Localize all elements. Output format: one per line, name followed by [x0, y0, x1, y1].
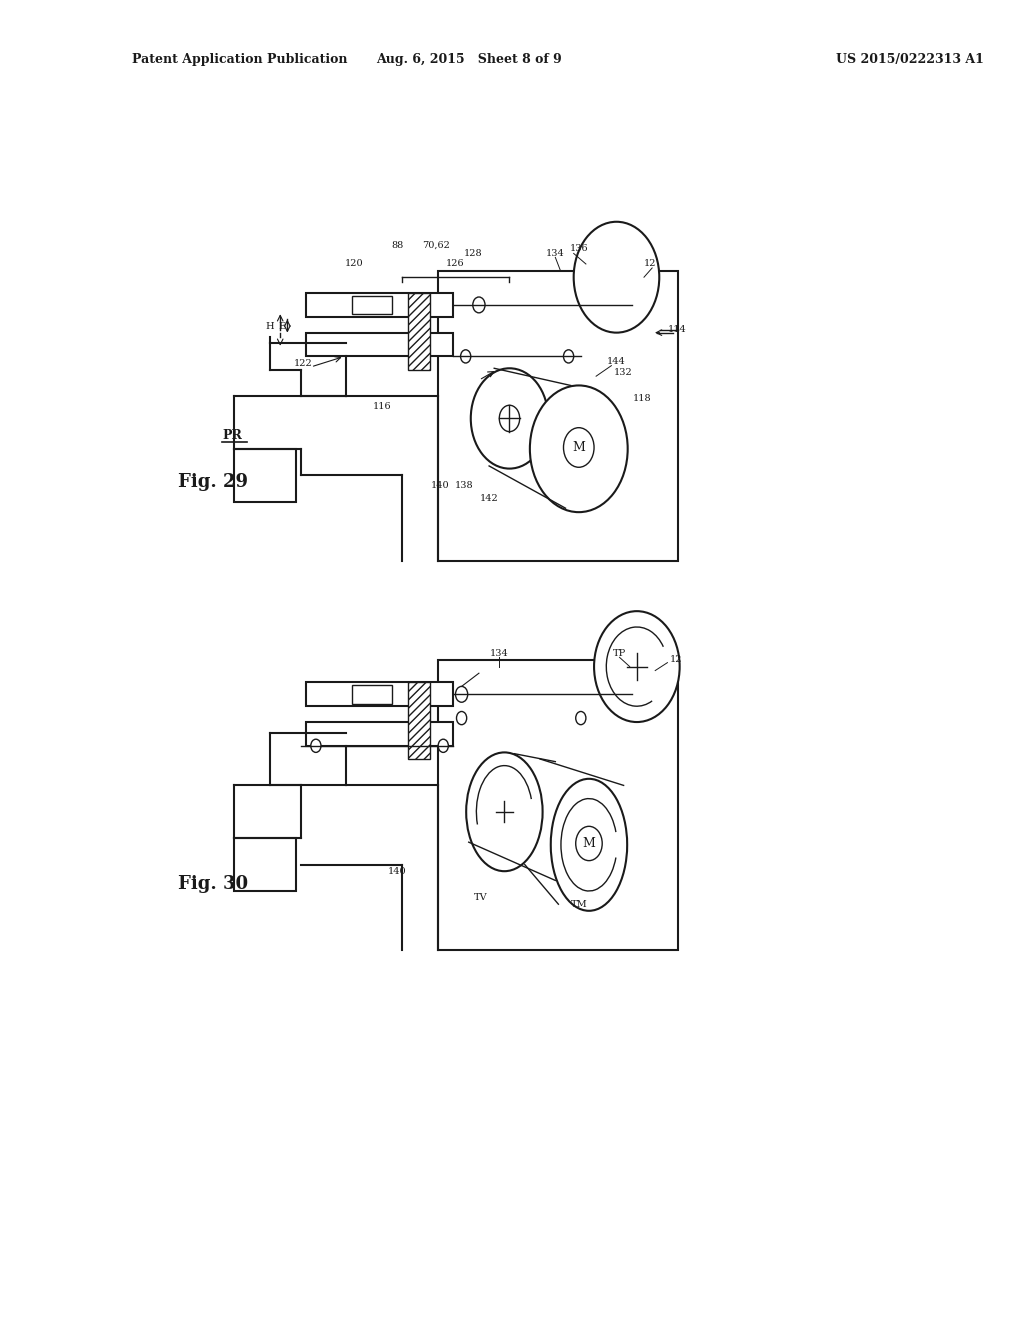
Circle shape	[611, 686, 624, 702]
Text: PR: PR	[222, 429, 242, 442]
Text: 140: 140	[431, 482, 450, 490]
Bar	[351, 685, 392, 704]
Bar	[234, 449, 296, 502]
Circle shape	[461, 350, 471, 363]
Circle shape	[563, 428, 594, 467]
Bar	[306, 722, 454, 746]
Circle shape	[529, 385, 628, 512]
Text: 140: 140	[388, 867, 407, 875]
Bar	[234, 838, 296, 891]
Circle shape	[575, 711, 586, 725]
Text: US 2015/0222313 A1: US 2015/0222313 A1	[836, 53, 983, 66]
Text: Aug. 6, 2015   Sheet 8 of 9: Aug. 6, 2015 Sheet 8 of 9	[376, 53, 561, 66]
Text: Patent Application Publication: Patent Application Publication	[132, 53, 348, 66]
Circle shape	[575, 826, 602, 861]
Text: TV: TV	[474, 894, 487, 902]
Text: 136: 136	[569, 244, 588, 252]
Text: 126: 126	[446, 260, 465, 268]
Circle shape	[500, 405, 519, 432]
Circle shape	[471, 368, 548, 469]
Text: 114: 114	[669, 326, 687, 334]
Bar	[306, 682, 454, 706]
Text: 142: 142	[479, 495, 499, 503]
Text: TM: TM	[570, 900, 587, 908]
Text: 70,62: 70,62	[422, 242, 451, 249]
Text: H: H	[265, 322, 274, 330]
Bar	[306, 293, 454, 317]
Text: 144: 144	[607, 358, 626, 366]
Text: 88: 88	[391, 242, 403, 249]
Text: 128: 128	[464, 249, 482, 257]
Circle shape	[594, 611, 680, 722]
Text: 138: 138	[455, 482, 473, 490]
Text: 134: 134	[546, 249, 564, 257]
Text: M: M	[583, 837, 595, 850]
Bar	[306, 333, 454, 356]
Text: 118: 118	[633, 395, 651, 403]
Text: 12: 12	[644, 260, 656, 268]
Circle shape	[473, 297, 485, 313]
Circle shape	[311, 739, 321, 752]
Bar	[438, 660, 678, 950]
Circle shape	[611, 297, 624, 313]
Circle shape	[563, 350, 573, 363]
Text: 116: 116	[373, 403, 391, 411]
Text: M: M	[572, 441, 585, 454]
Bar	[438, 271, 678, 561]
Circle shape	[457, 711, 467, 725]
Text: 134: 134	[489, 649, 509, 657]
Text: E: E	[279, 322, 286, 330]
Bar	[351, 296, 392, 314]
Text: 120: 120	[345, 260, 364, 268]
Text: Fig. 29: Fig. 29	[178, 473, 249, 491]
Circle shape	[456, 686, 468, 702]
Text: Fig. 30: Fig. 30	[178, 875, 249, 894]
Bar	[408, 293, 430, 370]
Ellipse shape	[466, 752, 543, 871]
Circle shape	[573, 222, 659, 333]
Circle shape	[438, 739, 449, 752]
Text: 132: 132	[614, 368, 633, 376]
Text: 122: 122	[294, 359, 313, 367]
Text: TP: TP	[613, 649, 626, 657]
Text: 12: 12	[670, 656, 682, 664]
Bar	[408, 682, 430, 759]
Ellipse shape	[551, 779, 627, 911]
